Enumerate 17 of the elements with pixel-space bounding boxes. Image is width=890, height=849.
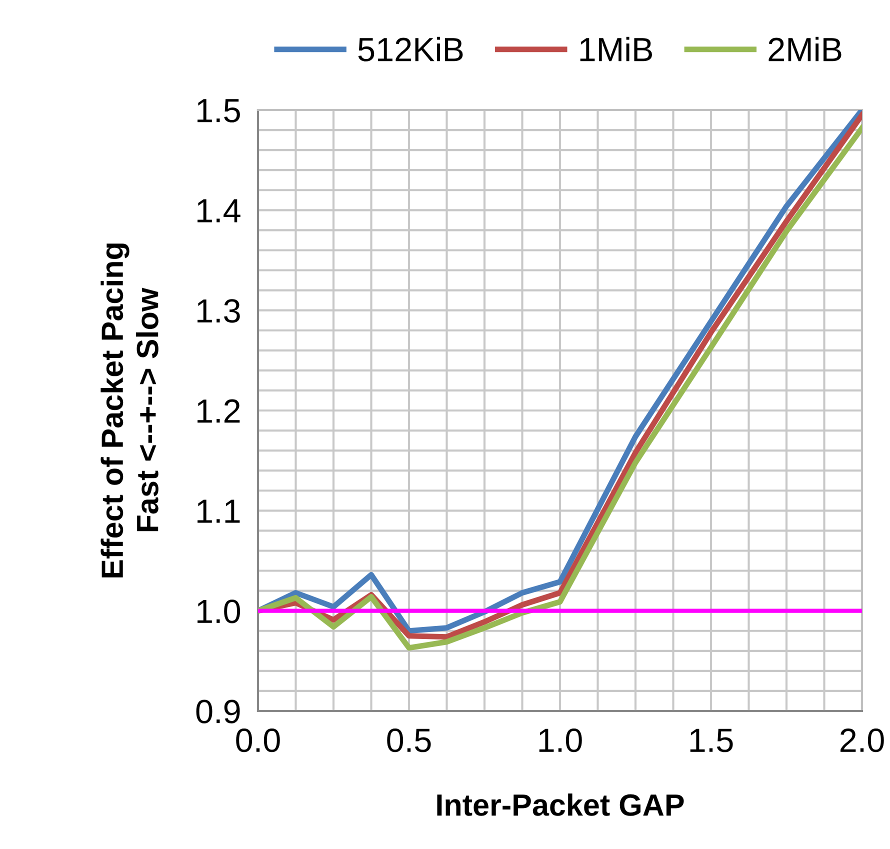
y-tick-label: 1.1 bbox=[198, 500, 240, 523]
x-tick-label: 0.0 bbox=[236, 728, 280, 752]
x-tick-label: 1.0 bbox=[539, 728, 582, 752]
y-tick-label: 1.5 bbox=[198, 99, 240, 122]
legend-label: 2MiB bbox=[768, 36, 842, 62]
y-tick-label: 0.9 bbox=[196, 700, 240, 724]
x-tick-label: 1.5 bbox=[690, 728, 733, 752]
y-tick-label: 1.3 bbox=[198, 299, 240, 323]
y-tick-label: 1.0 bbox=[198, 600, 240, 624]
x-tick-label: 2.0 bbox=[840, 728, 884, 752]
x-axis-title: Inter-Packet GAP bbox=[437, 793, 684, 816]
y-tick-label: 1.4 bbox=[198, 199, 240, 222]
y-axis-title: Effect of Packet Pacing Fast <--+--> Slow bbox=[100, 244, 158, 578]
x-tick-label: 0.5 bbox=[387, 728, 431, 752]
y-tick-label: 1.2 bbox=[198, 399, 240, 423]
legend-label: 1MiB bbox=[580, 36, 652, 62]
legend-label: 512KiB bbox=[358, 36, 463, 62]
